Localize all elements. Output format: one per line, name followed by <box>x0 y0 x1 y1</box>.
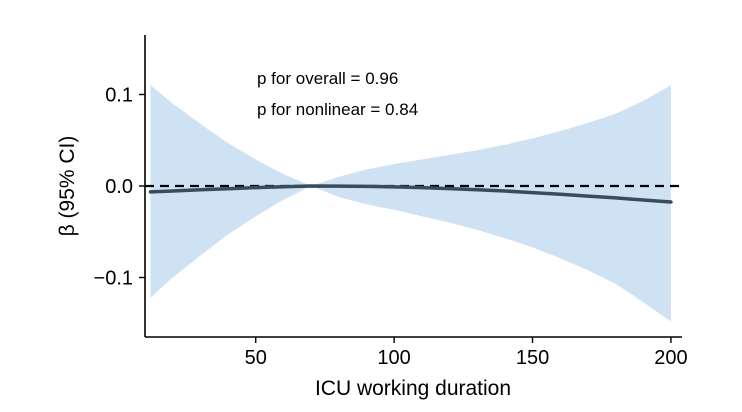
estimate-line <box>148 184 673 204</box>
confidence-band-layer <box>150 85 671 322</box>
x-tick-label: 100 <box>377 347 410 369</box>
x-axis-title: ICU working duration <box>315 377 511 400</box>
x-tick-label: 150 <box>516 347 549 369</box>
y-tick-label: −0.1 <box>94 268 133 290</box>
annotation-p-overall: p for overall = 0.96 <box>257 69 398 88</box>
y-tick-label: 0.1 <box>105 84 133 106</box>
confidence-band <box>150 85 671 322</box>
estimate-line-layer <box>148 184 673 204</box>
x-tick-label: 50 <box>245 347 267 369</box>
y-tick-label: 0.0 <box>105 176 133 198</box>
ticks: 50 100 150 200 0.1 0.0 −0.1 <box>94 84 688 369</box>
y-axis-title: β (95% CI) <box>56 136 79 237</box>
annotation-p-nonlinear: p for nonlinear = 0.84 <box>257 100 418 119</box>
x-tick-label: 200 <box>654 347 687 369</box>
